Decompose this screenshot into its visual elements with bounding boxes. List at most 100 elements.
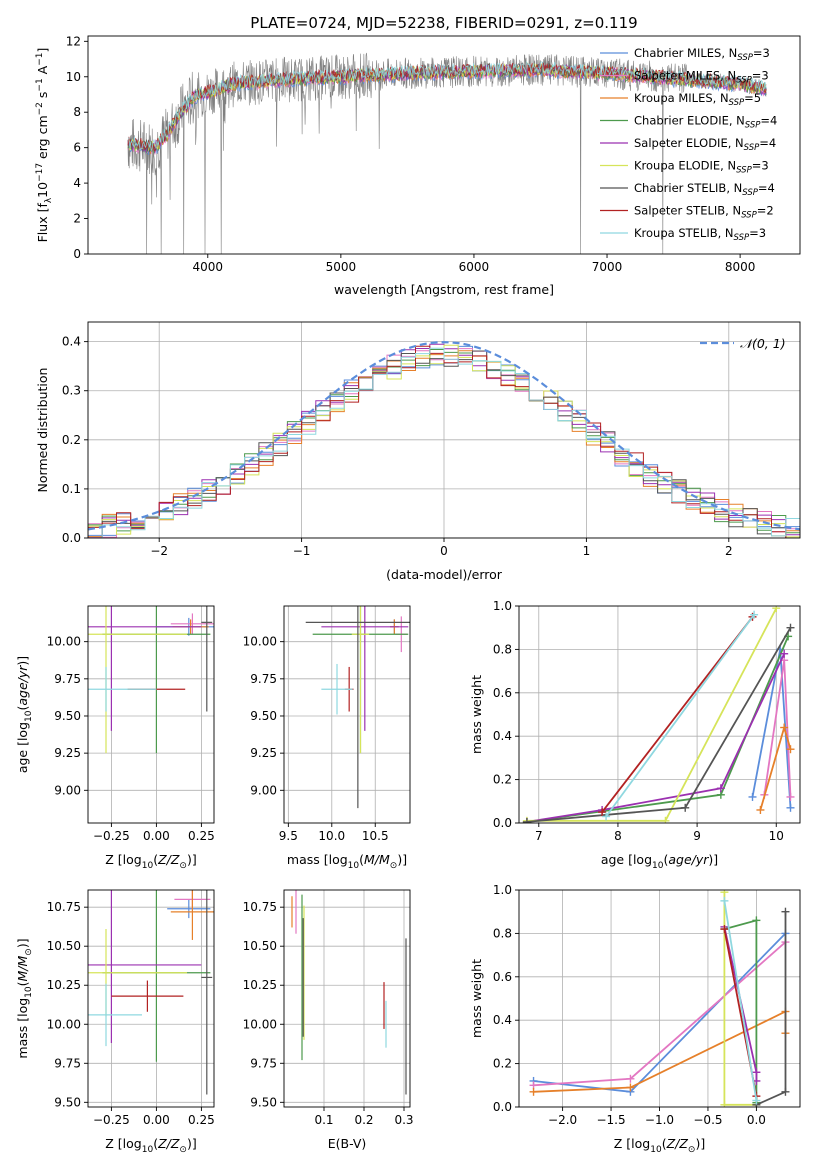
legend-entry: Kroupa STELIB, NSSP=3 xyxy=(634,226,766,243)
weight-marker xyxy=(522,817,531,823)
y-tick-label: 0.1 xyxy=(62,482,81,496)
spectrum-legend: Chabrier MILES, NSSP=3 Salpeter MILES, NS… xyxy=(600,46,777,243)
y-tick-label: 10.00 xyxy=(47,635,81,649)
errorbar-point xyxy=(88,983,142,1047)
x-tick-label: −2.0 xyxy=(548,1113,577,1127)
legend-entry: Chabrier STELIB, NSSP=4 xyxy=(634,181,775,198)
x-tick-label: 9 xyxy=(693,829,701,843)
x-tick-label: 1 xyxy=(583,544,591,558)
y-tick-label: 9.75 xyxy=(54,1056,81,1070)
x-axis-label: Z [log10(Z/Z⊙)] xyxy=(105,1136,196,1155)
x-tick-label: 6000 xyxy=(459,260,490,274)
y-tick-label: 8 xyxy=(73,105,81,119)
y-tick-label: 9.25 xyxy=(250,746,277,760)
weight-marker xyxy=(720,1100,729,1107)
axes-frame xyxy=(87,321,801,539)
y-tick-label: 10.00 xyxy=(243,635,277,649)
age-vs-Z-marks xyxy=(88,606,214,823)
x-tick-label: 0.25 xyxy=(188,1113,215,1127)
x-tick-label: 0.2 xyxy=(354,1113,373,1127)
weight-series-4 xyxy=(526,653,786,823)
weight-marker xyxy=(752,1096,761,1105)
weight-marker xyxy=(780,649,789,658)
y-tick-label: 12 xyxy=(66,34,81,48)
y-tick-label: 9.50 xyxy=(250,1095,277,1109)
errorbar-point xyxy=(201,606,213,712)
errorbar-point xyxy=(201,890,213,1095)
x-tick-label: 0.0 xyxy=(747,1113,766,1127)
weight-marker xyxy=(772,606,781,613)
y-axis-label: mass weight xyxy=(469,675,484,754)
y-axis-label: Normed distribution xyxy=(35,368,50,493)
x-tick-label: 7 xyxy=(535,829,543,843)
x-tick-label: 8 xyxy=(614,829,622,843)
x-tick-label: −1.0 xyxy=(645,1113,674,1127)
y-tick-label: 9.25 xyxy=(54,746,81,760)
spectrum-marks xyxy=(127,52,767,254)
y-tick-label: 0 xyxy=(73,247,81,261)
legend-entry: Kroupa MILES, NSSP=5 xyxy=(634,91,761,108)
x-tick-label: 0.3 xyxy=(394,1113,413,1127)
errorbar-point xyxy=(88,890,202,1043)
weight-series-8 xyxy=(723,900,758,1101)
x-axis-label: (data-model)/error xyxy=(386,567,503,582)
y-tick-label: 2 xyxy=(73,212,81,226)
y-tick-label: 9.00 xyxy=(54,783,81,797)
errorbar-point xyxy=(321,606,409,731)
x-axis-label: Z [log10(Z/Z⊙)] xyxy=(614,1136,705,1155)
y-tick-label: 6 xyxy=(73,141,81,155)
y-tick-label: 10 xyxy=(66,70,81,84)
x-tick-label: 4000 xyxy=(193,260,224,274)
x-tick-label: 8000 xyxy=(725,260,756,274)
y-tick-label: 10.50 xyxy=(243,939,277,953)
weight-marker xyxy=(786,792,795,801)
weight-marker xyxy=(720,890,729,897)
residuals-marks xyxy=(88,322,800,538)
y-tick-label: 1.0 xyxy=(493,883,512,897)
x-axis-label: E(B-V) xyxy=(328,1136,367,1151)
x-tick-label: 10.0 xyxy=(318,829,345,843)
weight-marker xyxy=(626,1083,635,1092)
weight-marker xyxy=(720,925,729,934)
y-tick-label: 9.75 xyxy=(250,1056,277,1070)
weight-marker xyxy=(780,723,789,732)
y-tick-label: 9.00 xyxy=(250,783,277,797)
errorbar-point xyxy=(170,890,214,940)
x-tick-label: 0.00 xyxy=(143,829,170,843)
figure-title: PLATE=0724, MJD=52238, FIBERID=0291, z=0… xyxy=(250,14,637,32)
x-axis-label: age [log10(age/yr)] xyxy=(601,852,718,871)
legend-entry: Salpeter MILES, NSSP=3 xyxy=(634,69,769,86)
y-axis-label: mass weight xyxy=(469,959,484,1038)
y-tick-label: 0.4 xyxy=(493,1013,512,1027)
weight-marker xyxy=(750,610,759,619)
legend-entry: Kroupa ELODIE, NSSP=3 xyxy=(634,159,769,176)
mass-vs-Z-marks xyxy=(88,890,214,1107)
massweight-vs-age-marks xyxy=(519,606,800,823)
errorbar-point xyxy=(88,606,202,731)
x-tick-label: 5000 xyxy=(326,260,357,274)
axes-frame xyxy=(283,605,411,824)
plot-spectrum: 4000 5000 6000 7000 8000 0 2 4 6 8 10 12 Chabrier MI… xyxy=(35,34,801,297)
y-tick-label: 0.0 xyxy=(493,1100,512,1114)
x-tick-label: −1 xyxy=(293,544,311,558)
y-axis-label: Flux [fλ10−17 erg cm−2 s−1 A−1] xyxy=(35,48,54,243)
weight-marker xyxy=(598,808,607,817)
x-tick-label: −0.25 xyxy=(93,1113,130,1127)
y-tick-label: 0.8 xyxy=(493,926,512,940)
y-tick-label: 1.0 xyxy=(493,599,512,613)
plot-mass-vs-Z: −0.25 0.00 0.25 9.50 9.75 10.00 10.25 10.50 10.7… xyxy=(15,889,215,1155)
y-tick-label: 0.4 xyxy=(62,335,81,349)
y-tick-label: 0.6 xyxy=(493,686,512,700)
x-tick-label: −0.25 xyxy=(93,829,130,843)
x-tick-label: 9.5 xyxy=(279,829,298,843)
y-tick-label: 10.00 xyxy=(243,1017,277,1031)
y-axis-label: mass [log10(M/M⊙)] xyxy=(15,938,34,1058)
errorbar-point xyxy=(305,606,410,809)
weight-marker xyxy=(681,803,690,812)
weight-marker xyxy=(786,745,795,754)
x-tick-label: −1.5 xyxy=(596,1113,625,1127)
normal-curve xyxy=(88,341,800,531)
weight-series-8 xyxy=(605,614,755,818)
errorbar-point xyxy=(170,613,214,635)
